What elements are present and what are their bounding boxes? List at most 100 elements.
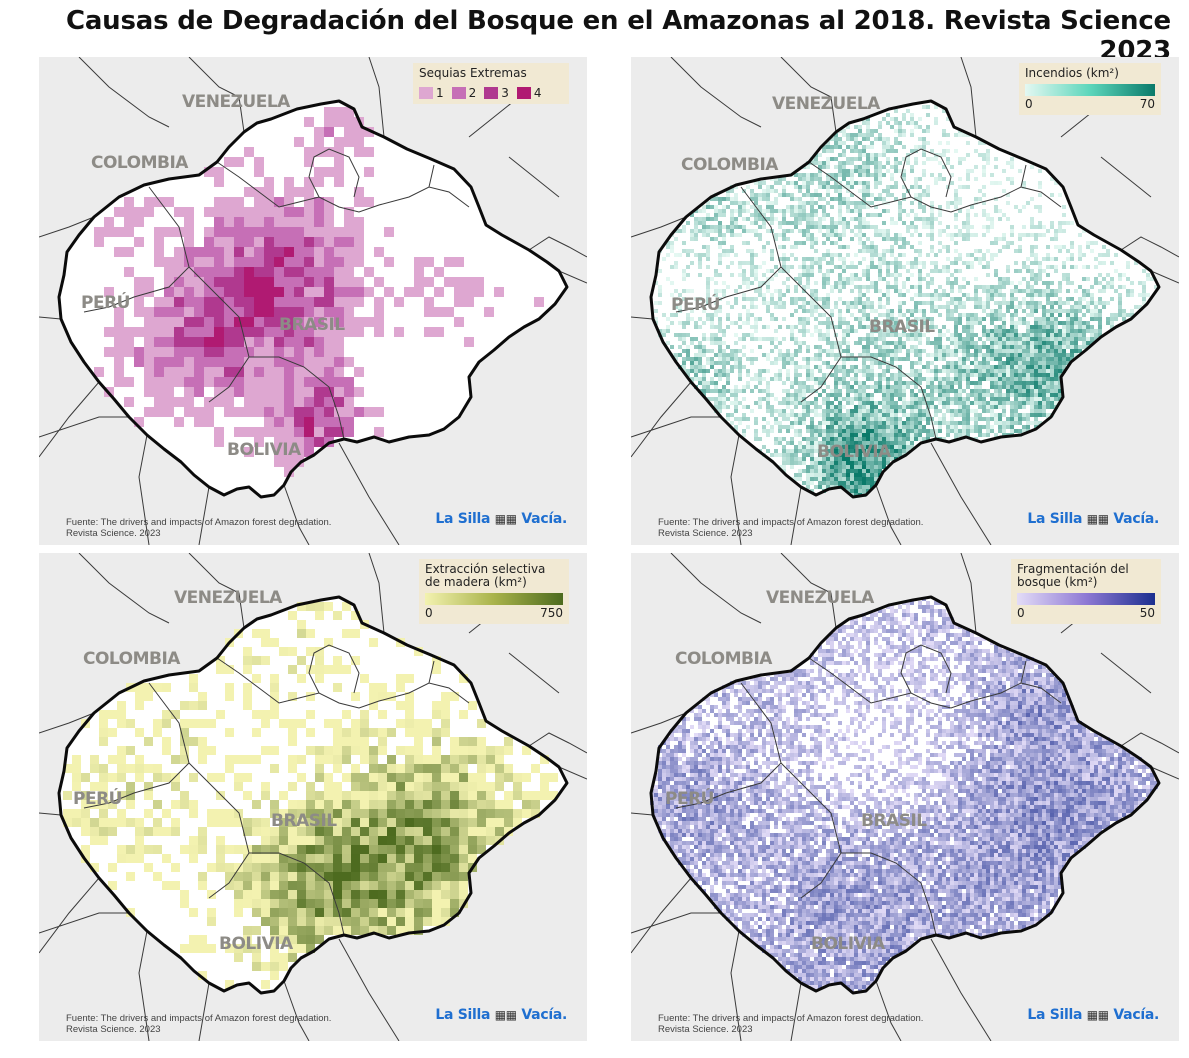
raster-cell	[910, 417, 914, 421]
raster-cell	[114, 357, 124, 367]
raster-cell	[938, 341, 942, 345]
raster-cell	[104, 287, 114, 297]
raster-cell	[758, 289, 762, 293]
raster-cell	[1018, 401, 1022, 405]
raster-cell	[830, 225, 834, 229]
raster-cell	[194, 327, 204, 337]
raster-cell	[806, 317, 810, 321]
raster-cell	[898, 261, 902, 265]
raster-cell	[742, 305, 746, 309]
raster-cell	[910, 233, 914, 237]
raster-cell	[1078, 233, 1082, 237]
raster-cell	[690, 289, 694, 293]
raster-cell	[954, 413, 958, 417]
raster-cell	[878, 437, 882, 441]
raster-cell	[846, 221, 850, 225]
raster-cell	[324, 287, 334, 297]
raster-cell	[946, 245, 950, 249]
raster-cell	[1114, 269, 1118, 273]
raster-cell	[1030, 341, 1034, 345]
raster-cell	[966, 237, 970, 241]
raster-cell	[174, 277, 184, 287]
raster-cell	[878, 301, 882, 305]
raster-cell	[782, 229, 786, 233]
raster-cell	[950, 273, 954, 277]
raster-cell	[894, 317, 898, 321]
raster-cell	[762, 301, 766, 305]
raster-cell	[174, 257, 184, 267]
raster-cell	[1026, 257, 1030, 261]
raster-cell	[1078, 345, 1082, 349]
raster-cell	[838, 393, 842, 397]
raster-cell	[878, 181, 882, 185]
raster-cell	[850, 277, 854, 281]
raster-cell	[818, 185, 822, 189]
raster-cell	[866, 397, 870, 401]
raster-cell	[750, 297, 754, 301]
raster-cell	[966, 433, 970, 437]
raster-cell	[930, 353, 934, 357]
raster-cell	[910, 441, 914, 445]
raster-cell	[1034, 233, 1038, 237]
raster-cell	[1078, 253, 1082, 257]
raster-cell	[914, 421, 918, 425]
raster-cell	[750, 205, 754, 209]
raster-cell	[866, 437, 870, 441]
raster-cell	[934, 353, 938, 357]
raster-cell	[746, 373, 750, 377]
raster-cell	[1018, 361, 1022, 365]
raster-cell	[906, 425, 910, 429]
raster-cell	[946, 117, 950, 121]
raster-cell	[826, 333, 830, 337]
raster-cell	[1054, 373, 1058, 377]
raster-cell	[990, 385, 994, 389]
raster-cell	[786, 449, 790, 453]
raster-cell	[294, 327, 304, 337]
raster-cell	[184, 227, 194, 237]
raster-cell	[862, 417, 866, 421]
raster-cell	[802, 289, 806, 293]
raster-cell	[794, 217, 798, 221]
raster-cell	[938, 409, 942, 413]
raster-cell	[838, 145, 842, 149]
raster-cell	[746, 333, 750, 337]
raster-cell	[914, 337, 918, 341]
raster-cell	[858, 133, 862, 137]
raster-cell	[224, 387, 234, 397]
raster-cell	[766, 201, 770, 205]
raster-cell	[798, 413, 802, 417]
raster-cell	[750, 221, 754, 225]
raster-cell	[264, 347, 274, 357]
raster-cell	[742, 205, 746, 209]
raster-cell	[838, 185, 842, 189]
raster-cell	[826, 409, 830, 413]
raster-cell	[244, 207, 254, 217]
raster-cell	[1054, 233, 1058, 237]
raster-cell	[1006, 393, 1010, 397]
raster-cell	[858, 165, 862, 169]
raster-cell	[274, 407, 284, 417]
raster-cell	[910, 345, 914, 349]
raster-cell	[810, 201, 814, 205]
raster-cell	[982, 233, 986, 237]
raster-cell	[906, 261, 910, 265]
raster-cell	[934, 389, 938, 393]
raster-cell	[954, 349, 958, 353]
raster-cell	[1022, 353, 1026, 357]
raster-cell	[790, 265, 794, 269]
raster-cell	[714, 389, 718, 393]
raster-cell	[890, 429, 894, 433]
raster-cell	[722, 369, 726, 373]
raster-cell	[866, 449, 870, 453]
raster-cell	[782, 221, 786, 225]
raster-cell	[870, 301, 874, 305]
raster-cell	[922, 129, 926, 133]
raster-cell	[954, 361, 958, 365]
raster-cell	[874, 473, 878, 477]
raster-cell	[1030, 165, 1034, 169]
raster-cell	[878, 417, 882, 421]
raster-cell	[862, 429, 866, 433]
raster-cell	[974, 361, 978, 365]
raster-cell	[762, 181, 766, 185]
raster-cell	[842, 361, 846, 365]
